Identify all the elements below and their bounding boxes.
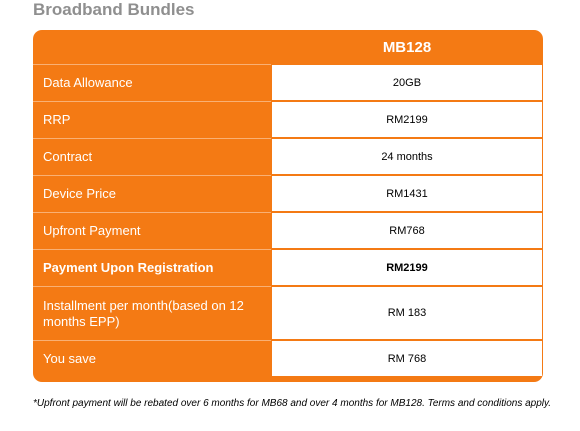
- table-row: RRP RM2199: [33, 101, 543, 138]
- table-row: Device Price RM1431: [33, 175, 543, 212]
- row-value-data-allowance: 20GB: [272, 65, 542, 100]
- row-label-payment-upon-registration: Payment Upon Registration: [33, 249, 271, 286]
- row-value-payment-upon-registration: RM2199: [272, 250, 542, 285]
- table-row: You save RM 768: [33, 340, 543, 377]
- terms-footnote: *Upfront payment will be rebated over 6 …: [33, 398, 552, 409]
- row-label-upfront-payment: Upfront Payment: [33, 212, 271, 249]
- bundle-table: MB128 Data Allowance 20GB RRP RM2199 Con…: [33, 30, 543, 382]
- row-label-contract: Contract: [33, 138, 271, 175]
- row-value-installment: RM 183: [272, 287, 542, 339]
- row-label-device-price: Device Price: [33, 175, 271, 212]
- table-row: Payment Upon Registration RM2199: [33, 249, 543, 286]
- row-label-installment: Installment per month(based on 12 months…: [33, 286, 271, 340]
- row-value-contract: 24 months: [272, 139, 542, 174]
- plan-name-header: MB128: [382, 38, 432, 56]
- table-row: Contract 24 months: [33, 138, 543, 175]
- row-value-you-save: RM 768: [272, 341, 542, 376]
- table-row: Data Allowance 20GB: [33, 64, 543, 101]
- row-value-device-price: RM1431: [272, 176, 542, 211]
- page-title: Broadband Bundles: [33, 0, 195, 19]
- row-label-you-save: You save: [33, 340, 271, 377]
- row-value-upfront-payment: RM768: [272, 213, 542, 248]
- table-row: Upfront Payment RM768: [33, 212, 543, 249]
- row-label-data-allowance: Data Allowance: [33, 64, 271, 101]
- row-label-rrp: RRP: [33, 101, 271, 138]
- row-value-rrp: RM2199: [272, 102, 542, 137]
- table-row: Installment per month(based on 12 months…: [33, 286, 543, 340]
